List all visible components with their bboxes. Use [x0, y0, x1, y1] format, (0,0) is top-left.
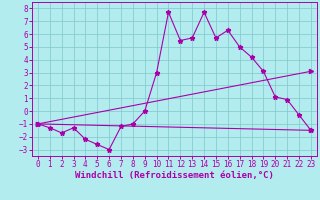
X-axis label: Windchill (Refroidissement éolien,°C): Windchill (Refroidissement éolien,°C)	[75, 171, 274, 180]
